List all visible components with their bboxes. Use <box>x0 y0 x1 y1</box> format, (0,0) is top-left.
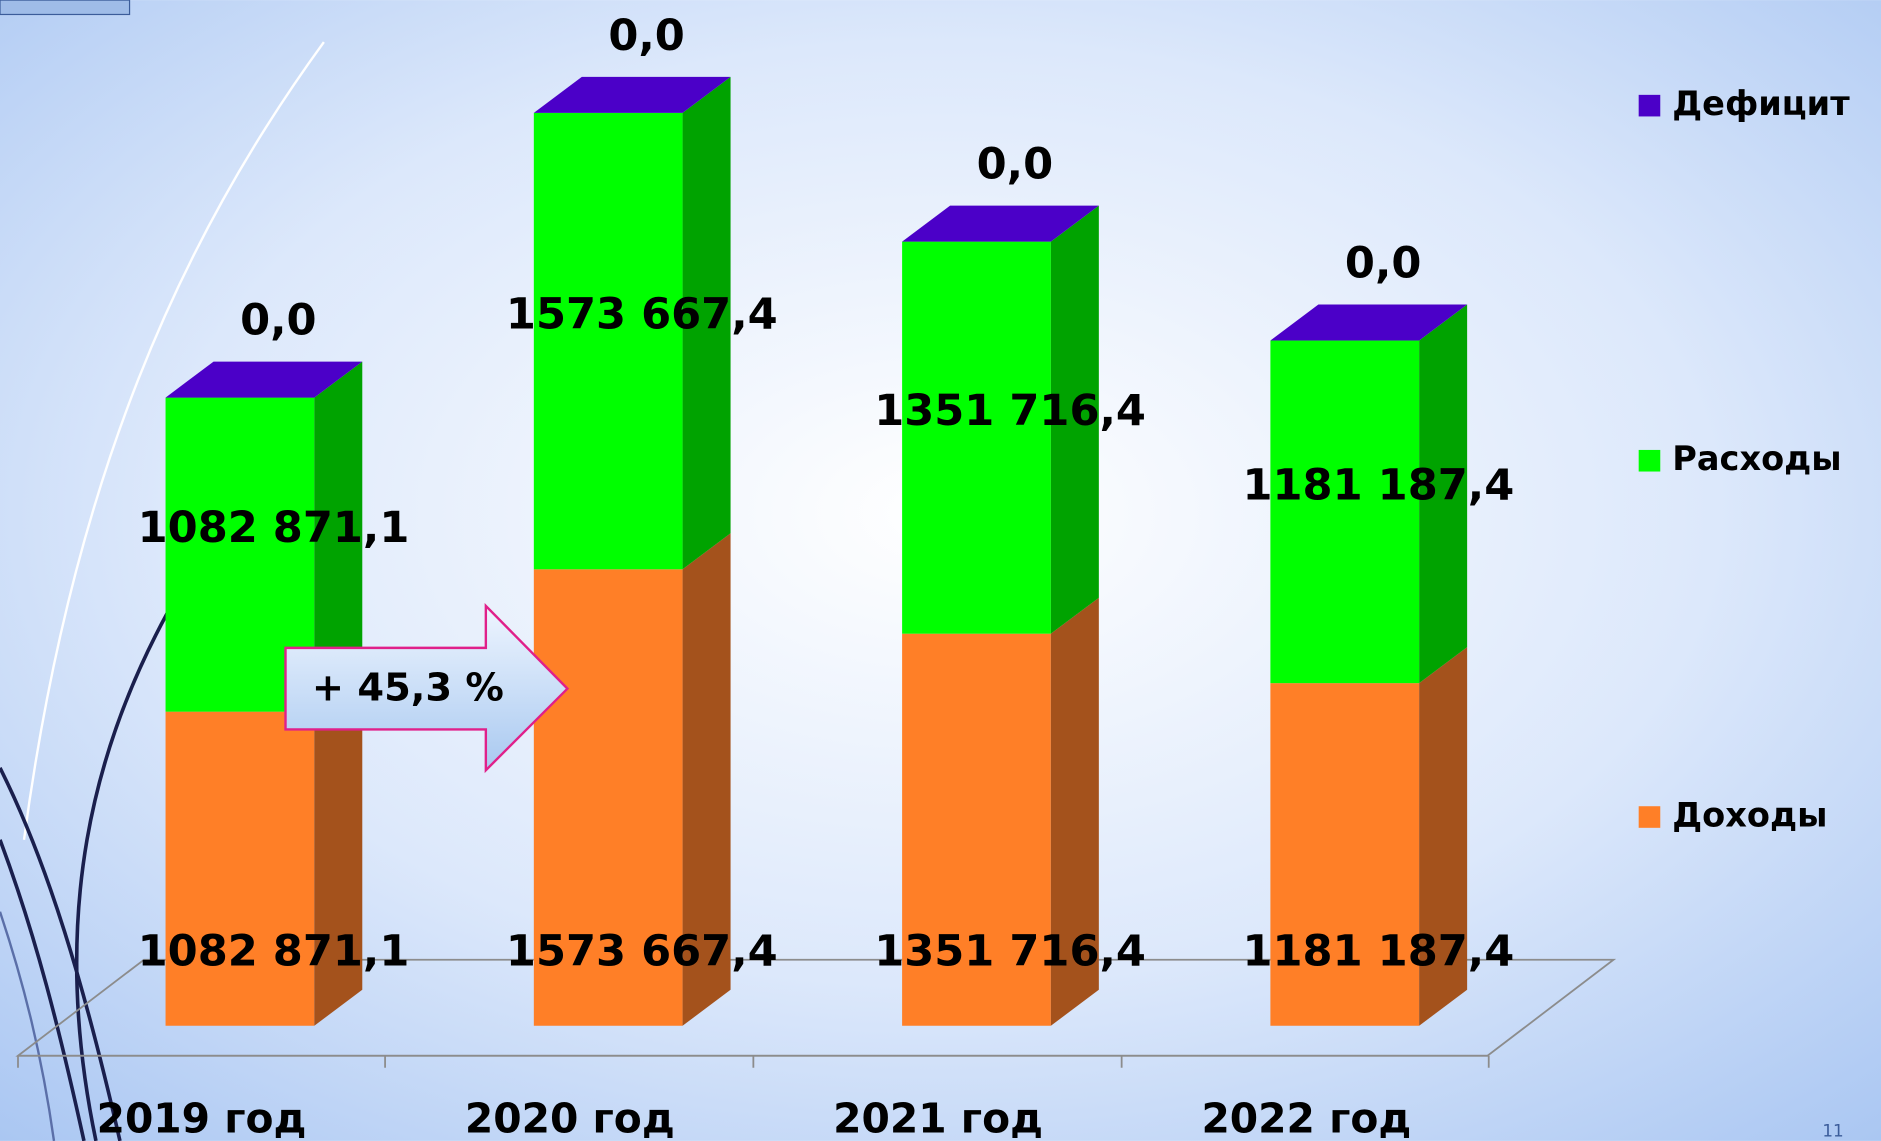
bar-side <box>1050 205 1099 634</box>
decor-curve <box>0 767 122 1141</box>
decor-curve <box>0 911 56 1141</box>
corner-tab <box>0 0 131 16</box>
decor-curve <box>74 611 170 1141</box>
bar-segment <box>533 112 683 570</box>
value-label: 0,0 <box>1345 239 1421 289</box>
legend-label: Расходы <box>1672 439 1841 478</box>
bar-side <box>1419 647 1468 1026</box>
decor-curve <box>0 839 86 1141</box>
x-tick-label: 2020 год <box>465 1095 675 1141</box>
value-label: 1082 871,1 <box>138 503 410 553</box>
bar-segment <box>902 633 1051 1026</box>
bar-side <box>1050 597 1099 1026</box>
legend-swatch <box>1638 449 1661 472</box>
bar-top <box>165 361 363 398</box>
bar-segment <box>165 711 315 1026</box>
value-label: 0,0 <box>977 140 1053 190</box>
bar-segment <box>533 569 683 1026</box>
value-label: 1082 871,1 <box>138 926 410 976</box>
annotation-arrow: + 45,3 % <box>284 602 570 774</box>
value-label: 0,0 <box>608 11 684 61</box>
legend-swatch <box>1638 94 1661 117</box>
bar-segment <box>902 241 1051 634</box>
value-label: 1181 187,4 <box>1242 460 1514 510</box>
legend-label: Дефицит <box>1672 84 1850 123</box>
bar-side <box>682 533 731 1026</box>
value-label: 0,0 <box>240 296 316 346</box>
value-label: 1351 716,4 <box>874 926 1146 976</box>
bar-side <box>314 675 363 1026</box>
x-tick-label: 2021 год <box>833 1095 1043 1141</box>
bar-segment <box>1270 340 1420 684</box>
x-tick-label: 2019 год <box>97 1095 307 1141</box>
value-label: 1573 667,4 <box>506 926 778 976</box>
bar-side <box>314 361 363 712</box>
value-label: 1181 187,4 <box>1242 926 1514 976</box>
legend-label: Доходы <box>1672 796 1827 835</box>
value-label: 1351 716,4 <box>874 386 1146 436</box>
bar-segment <box>1270 683 1420 1026</box>
bar-side <box>1419 304 1468 684</box>
decor-curve <box>22 41 325 840</box>
annotation: + 45,3 % <box>312 665 504 710</box>
bar-top <box>902 205 1099 242</box>
page-number: 11 <box>1822 1120 1843 1140</box>
value-label: 1573 667,4 <box>506 290 778 340</box>
bar-side <box>682 76 731 570</box>
legend-swatch <box>1638 806 1661 828</box>
x-tick-label: 2022 год <box>1201 1095 1411 1141</box>
bar-top <box>1270 304 1468 341</box>
bar-top <box>533 76 731 113</box>
